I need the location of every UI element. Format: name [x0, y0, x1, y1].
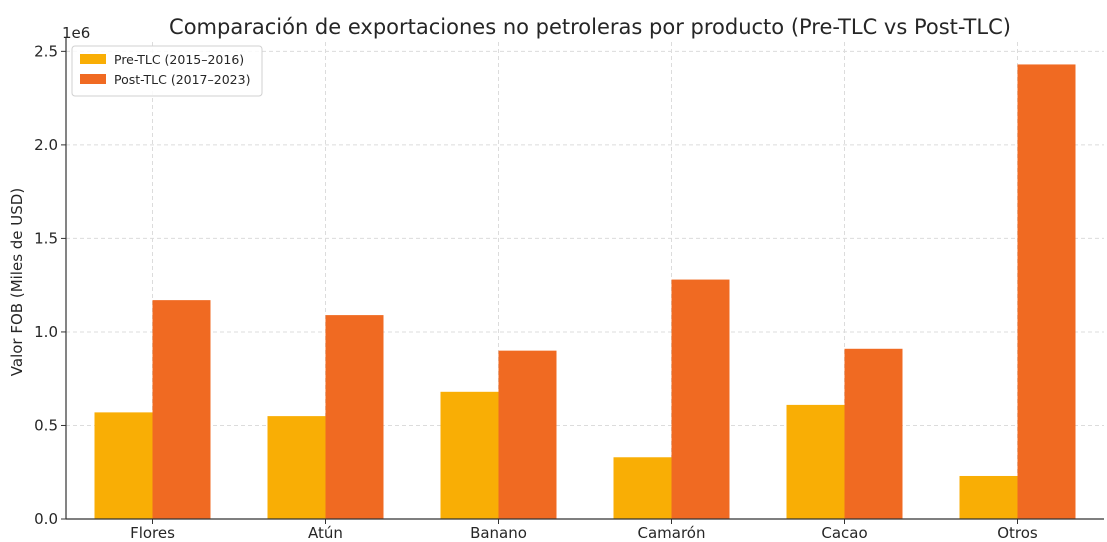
grid-lines [66, 42, 1104, 520]
y-tick-label: 0.5 [34, 416, 58, 434]
y-axis-label: Valor FOB (Miles de USD) [8, 188, 26, 376]
bar-pre-tlc [94, 412, 153, 519]
bar-post-tlc [1017, 64, 1076, 520]
x-tick-label: Camarón [638, 524, 706, 538]
legend-box [71, 45, 263, 97]
x-tick-label: Banano [470, 524, 527, 538]
chart-title: Comparación de exportaciones no petroler… [169, 15, 1011, 39]
x-tick-label: Atún [308, 524, 343, 538]
y-axis-offset-label: 1e6 [62, 24, 90, 42]
bar-pre-tlc [267, 416, 326, 519]
y-tick-label: 1.0 [34, 323, 58, 341]
bar-pre-tlc [786, 404, 845, 519]
y-tick-label: 2.0 [34, 136, 58, 154]
y-tick-label: 0.0 [34, 510, 58, 528]
legend: Pre-TLC (2015–2016) Post-TLC (2017–2023) [71, 45, 263, 97]
y-tick-label: 1.5 [34, 229, 58, 247]
bar-post-tlc [671, 279, 730, 519]
tick-labels: 0.0 0.5 1.0 1.5 2.0 2.5 Flores Atún Banano Camaró… [34, 42, 1038, 542]
legend-label: Pre-TLC (2015–2016) [114, 52, 244, 67]
legend-label: Post-TLC (2017–2023) [114, 72, 250, 87]
bar-pre-tlc [959, 475, 1018, 519]
legend-swatch [80, 74, 106, 84]
bar-pre-tlc [440, 391, 499, 519]
bar-pre-tlc [613, 457, 672, 519]
bar-post-tlc [152, 300, 211, 519]
bar-post-tlc [844, 348, 903, 519]
x-tick-label: Cacao [821, 524, 867, 538]
bar-post-tlc [498, 350, 557, 519]
axes [61, 38, 1104, 524]
x-tick-label: Flores [130, 524, 175, 538]
bars [94, 64, 1076, 520]
legend-swatch [80, 54, 106, 64]
y-tick-label: 2.5 [34, 42, 58, 60]
x-tick-label: Otros [997, 524, 1038, 538]
bar-post-tlc [325, 315, 384, 519]
